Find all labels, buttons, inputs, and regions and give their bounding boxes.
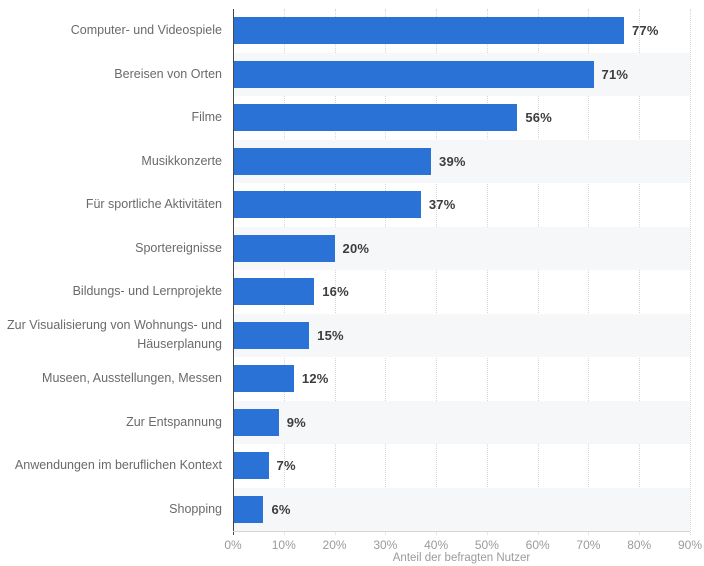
bar[interactable] [233,17,624,45]
value-label: 15% [317,327,344,343]
x-tick-label: 0% [224,538,242,552]
category-label: Museen, Ausstellungen, Messen [42,371,222,386]
x-tick-label: 20% [322,538,347,552]
table-row: Anwendungen im beruflichen Kontext 7% [0,444,690,488]
category-label: Für sportliche Aktivitäten [85,197,222,212]
table-row: Bildungs- und Lernprojekte 16% [0,270,690,314]
table-row: Sportereignisse 20% [0,226,690,270]
plot-cell: 56% [233,96,690,140]
bar[interactable] [233,60,594,88]
category-label: Bereisen von Orten [114,66,222,81]
bar[interactable] [233,365,294,393]
table-row: Für sportliche Aktivitäten 37% [0,183,690,227]
value-label: 20% [342,240,370,256]
plot-cell: 7% [233,444,690,488]
x-tick-label: 80% [627,538,652,552]
value-label: 6% [271,501,291,517]
category-label: Anwendungen im beruflichen Kontext [14,458,222,473]
table-row: Zur Entspannung 9% [0,400,690,444]
plot-cell: 6% [233,487,690,531]
category-label: Zur Entspannung [126,414,222,429]
bar[interactable] [233,278,315,306]
x-tick-label: 50% [474,538,499,552]
plot-cell: 15% [233,313,690,357]
x-tick-label: 10% [271,538,296,552]
value-label: 12% [301,371,329,387]
y-axis-line [233,9,234,535]
category-label: Sportereignisse [135,240,222,255]
gridline [690,9,691,535]
bar[interactable] [233,147,432,175]
value-label: 7% [276,458,296,474]
bar[interactable] [233,234,335,262]
plot-cell: 39% [233,139,690,183]
x-axis-ticks: 0% 10% 20% 30% 40% 50% 60% 70% 80% 90% [224,538,702,552]
category-label: Shopping [169,501,222,516]
category-label: Zur Visualisierung von Wohnungs- und Häu… [7,317,222,352]
x-tick-label: 60% [525,538,550,552]
bar-rows: Computer- und Videospiele 77% Bereisen von… [0,9,690,531]
value-label: 77% [631,23,659,39]
table-row: Musikkonzerte 39% [0,139,690,183]
value-label: 39% [439,153,466,169]
plot-cell: 71% [233,52,690,96]
x-tick-label: 70% [576,538,601,552]
bar[interactable] [233,495,264,523]
x-tick-label: 40% [424,538,449,552]
table-row: Shopping 6% [0,487,690,531]
plot-cell: 16% [233,270,690,314]
category-label: Computer- und Videospiele [70,23,222,38]
value-label: 37% [428,197,456,213]
bar[interactable] [233,321,310,349]
table-row: Museen, Ausstellungen, Messen 12% [0,357,690,401]
x-tick-label: 90% [677,538,703,552]
category-label: Musikkonzerte [141,153,222,168]
plot-cell: 9% [233,400,690,444]
table-row: Bereisen von Orten 71% [0,52,690,96]
x-axis-title: Anteil der befragten Nutzer [392,552,531,564]
plot-cell: 37% [233,183,690,227]
x-tick-label: 30% [373,538,398,552]
bar[interactable] [233,452,269,480]
value-label: 56% [525,110,552,126]
x-axis-line [233,531,690,532]
bar[interactable] [233,104,518,132]
bar[interactable] [233,408,279,436]
plot-cell: 20% [233,226,690,270]
value-label: 71% [601,66,629,82]
table-row: Filme 56% [0,96,690,140]
plot-cell: 77% [233,9,690,53]
bar[interactable] [233,191,421,219]
value-label: 9% [286,414,306,430]
table-row: Computer- und Videospiele 77% [0,9,690,53]
category-label: Filme [191,110,222,125]
category-label: Bildungs- und Lernprojekte [72,284,222,299]
value-label: 16% [322,284,349,300]
table-row: Zur Visualisierung von Wohnungs- und Häu… [0,313,690,357]
plot-cell: 12% [233,357,690,401]
